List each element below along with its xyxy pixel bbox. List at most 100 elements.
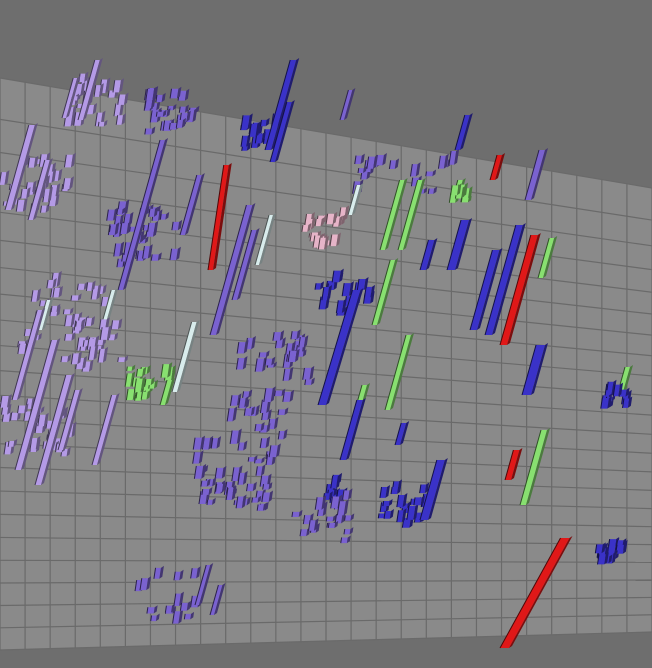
data-bar[interactable]	[84, 316, 96, 327]
data-bar[interactable]	[299, 527, 311, 537]
data-bar[interactable]	[339, 88, 356, 121]
data-bar[interactable]	[60, 354, 72, 363]
data-bar[interactable]	[287, 348, 300, 363]
data-bar[interactable]	[342, 488, 353, 500]
data-bar[interactable]	[206, 497, 216, 505]
data-bar[interactable]	[64, 313, 76, 327]
data-bar[interactable]	[238, 396, 249, 408]
data-bar[interactable]	[97, 119, 108, 127]
data-bar[interactable]	[172, 609, 184, 624]
data-bar[interactable]	[340, 535, 351, 544]
data-bar[interactable]	[450, 183, 462, 196]
data-bar[interactable]	[27, 155, 39, 168]
data-bar[interactable]	[62, 176, 74, 190]
data-bar[interactable]	[260, 117, 270, 127]
data-bar[interactable]	[594, 542, 606, 554]
data-bar[interactable]	[4, 123, 38, 211]
data-bar[interactable]	[251, 495, 262, 503]
data-bar[interactable]	[321, 285, 333, 301]
data-bar[interactable]	[52, 285, 63, 298]
data-bar[interactable]	[97, 346, 109, 363]
data-bar[interactable]	[413, 495, 425, 506]
data-bar[interactable]	[521, 343, 548, 396]
data-bar[interactable]	[150, 252, 162, 261]
data-bar[interactable]	[235, 494, 247, 509]
data-bar[interactable]	[0, 170, 10, 185]
data-bar[interactable]	[192, 435, 205, 450]
data-bar[interactable]	[37, 412, 49, 427]
data-bar[interactable]	[171, 320, 200, 393]
data-bar[interactable]	[77, 58, 103, 121]
data-bar[interactable]	[246, 481, 257, 492]
data-bar[interactable]	[93, 83, 104, 97]
data-bar[interactable]	[499, 536, 573, 649]
data-bar[interactable]	[274, 388, 286, 397]
data-bar[interactable]	[146, 605, 158, 614]
data-bar[interactable]	[117, 92, 129, 105]
data-bar[interactable]	[116, 207, 126, 215]
data-bar[interactable]	[314, 495, 327, 510]
data-bar[interactable]	[437, 153, 449, 169]
data-bar[interactable]	[277, 407, 289, 416]
data-bar[interactable]	[519, 428, 550, 506]
data-bar[interactable]	[331, 268, 344, 283]
data-bar[interactable]	[150, 613, 160, 622]
data-bar[interactable]	[597, 552, 609, 565]
data-bar[interactable]	[113, 241, 125, 257]
data-bar[interactable]	[235, 356, 248, 370]
data-bar[interactable]	[20, 187, 31, 199]
data-bar[interactable]	[15, 197, 28, 212]
data-bar[interactable]	[179, 600, 191, 611]
data-bar[interactable]	[173, 569, 184, 581]
data-bar[interactable]	[70, 351, 82, 365]
data-bar[interactable]	[247, 455, 258, 462]
data-bar[interactable]	[622, 396, 633, 408]
data-bar[interactable]	[108, 223, 120, 232]
data-bar[interactable]	[0, 403, 12, 415]
data-bar[interactable]	[200, 478, 211, 487]
data-bar[interactable]	[379, 178, 408, 251]
data-bar[interactable]	[231, 228, 260, 301]
data-bar[interactable]	[175, 118, 187, 128]
data-bar[interactable]	[14, 338, 61, 471]
data-bar[interactable]	[396, 492, 408, 508]
data-bar[interactable]	[615, 542, 628, 551]
data-bar[interactable]	[330, 474, 341, 489]
data-bar[interactable]	[499, 233, 541, 346]
data-bar[interactable]	[126, 364, 136, 371]
data-bar[interactable]	[282, 366, 294, 381]
data-bar[interactable]	[229, 428, 242, 444]
data-bar[interactable]	[192, 450, 204, 464]
data-bar[interactable]	[243, 406, 256, 416]
data-bar[interactable]	[489, 153, 505, 181]
data-bar[interactable]	[469, 248, 503, 331]
data-bar[interactable]	[282, 389, 295, 402]
data-bar[interactable]	[209, 583, 226, 616]
data-bar[interactable]	[335, 298, 347, 314]
data-bar[interactable]	[261, 490, 274, 503]
data-bar[interactable]	[124, 371, 136, 387]
data-bar[interactable]	[612, 382, 624, 397]
data-bar[interactable]	[209, 203, 256, 336]
data-bar[interactable]	[336, 499, 349, 516]
data-bar[interactable]	[600, 395, 612, 409]
data-bar[interactable]	[144, 126, 156, 135]
data-bar[interactable]	[70, 293, 82, 301]
data-bar[interactable]	[112, 78, 124, 93]
data-bar[interactable]	[194, 563, 214, 606]
data-bar[interactable]	[344, 513, 355, 521]
data-bar[interactable]	[406, 503, 419, 520]
data-bar[interactable]	[142, 244, 153, 259]
data-bar[interactable]	[454, 113, 473, 151]
data-bar[interactable]	[145, 229, 157, 237]
data-bar[interactable]	[354, 153, 365, 165]
data-bar[interactable]	[397, 178, 426, 251]
data-bar[interactable]	[341, 281, 354, 297]
data-bar[interactable]	[140, 389, 151, 400]
data-bar[interactable]	[17, 403, 29, 414]
data-bar[interactable]	[259, 436, 271, 449]
data-bar[interactable]	[396, 508, 407, 523]
data-bar[interactable]	[504, 448, 523, 481]
data-bar[interactable]	[446, 218, 472, 271]
